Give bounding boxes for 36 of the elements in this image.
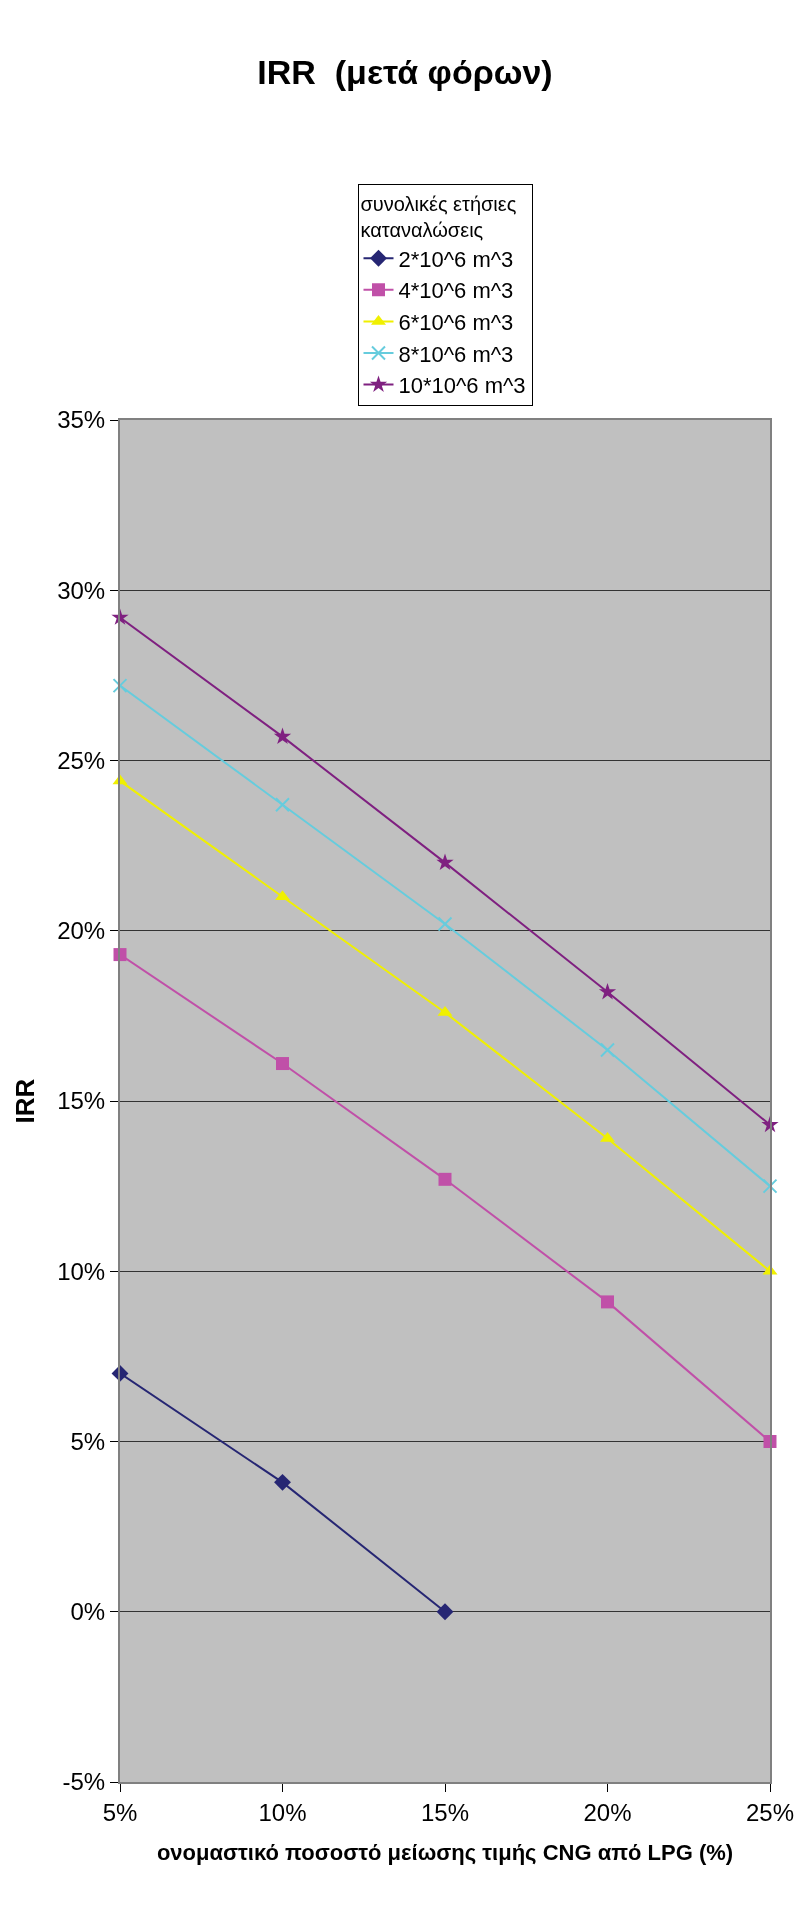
- y-tick-label: 30%: [57, 576, 106, 604]
- legend-label: 10*10^6 m^3: [398, 373, 526, 399]
- legend-title: συνολικές ετήσιες καταναλώσεις: [360, 193, 517, 242]
- point: [273, 727, 292, 745]
- legend-label: 2*10^6 m^3: [398, 246, 514, 272]
- point: [598, 982, 617, 1000]
- y-tick-label: 25%: [57, 746, 106, 774]
- y-axis-title: IRR: [10, 1078, 41, 1124]
- y-tick-label: 10%: [57, 1257, 106, 1285]
- point: [276, 1057, 289, 1071]
- point: [436, 1603, 454, 1621]
- legend-label: 6*10^6 m^3: [398, 309, 514, 335]
- point: [601, 1295, 614, 1309]
- point: [600, 1042, 615, 1058]
- y-tick-label: 0%: [70, 1598, 106, 1626]
- point: [274, 1473, 291, 1491]
- x-tick-label: 15%: [420, 1798, 470, 1826]
- x-tick-label: 20%: [583, 1798, 632, 1826]
- y-tick-label: 20%: [57, 917, 106, 945]
- point: [275, 797, 290, 813]
- legend-label: 4*10^6 m^3: [398, 278, 514, 304]
- point: [762, 1178, 778, 1194]
- y-tick-label: 5%: [70, 1427, 106, 1455]
- point: [437, 916, 453, 932]
- x-tick-label: 10%: [258, 1798, 307, 1826]
- point: [438, 1172, 452, 1186]
- point: [112, 678, 128, 694]
- y-tick-label: 15%: [57, 1087, 106, 1115]
- legend-label: 8*10^6 m^3: [398, 341, 514, 367]
- chart-title: IRR (μετά φόρων): [257, 52, 553, 91]
- x-axis-title: ονομαστικό ποσοστό μείωσης τιμής CNG από LPG (%): [156, 1840, 734, 1866]
- y-tick-label: 35%: [57, 406, 106, 434]
- y-tick-label: -5%: [62, 1768, 106, 1796]
- x-tick-label: 25%: [745, 1798, 795, 1826]
- point: [436, 853, 454, 871]
- x-tick-label: 5%: [102, 1798, 138, 1826]
